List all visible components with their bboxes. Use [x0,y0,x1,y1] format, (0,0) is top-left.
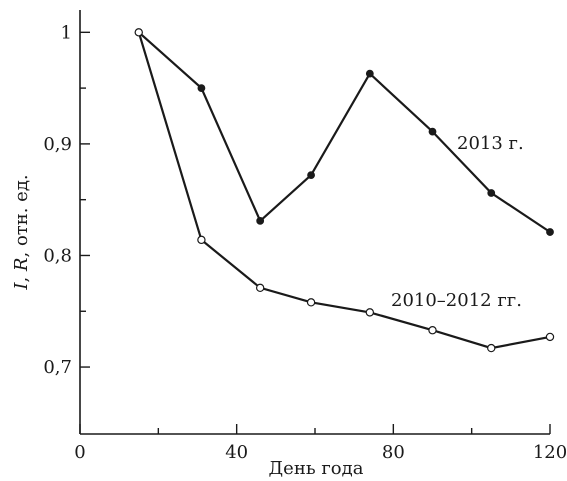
series-line [138,31,551,233]
axis-ticks: 0 40 80 120 0,7 0,8 0,9 1 [43,22,567,463]
y-axis-var-r: R [11,258,32,273]
open-point [255,283,265,293]
filled-point [365,69,374,78]
series-line [137,31,551,350]
series-layer [134,28,555,353]
y-axis-sep: , [11,271,32,282]
filled-point [487,189,496,197]
filled-point [197,84,206,93]
x-tick-label: 80 [382,442,405,463]
y-tick-label: 0,8 [43,245,72,266]
y-tick-label: 1 [61,22,72,43]
series-1 [134,28,555,353]
y-axis-var-i: I [11,282,32,291]
open-point [306,298,316,307]
series-label-2013: 2013 г. [457,133,524,154]
y-axis-unit: , отн. ед. [11,174,32,257]
series-label-2010-2012: 2010–2012 гг. [391,290,522,311]
filled-point [546,228,554,236]
y-axis-title: I, R, отн. ед. [11,174,32,290]
filled-point [428,127,437,136]
x-axis-title: День года [269,458,364,479]
x-tick-label: 120 [533,442,567,463]
x-tick-label: 0 [74,442,85,463]
filled-point [307,171,315,180]
open-point [197,235,206,245]
open-point [487,343,496,353]
y-tick-label: 0,7 [43,357,72,378]
open-point [545,332,555,342]
x-tick-label: 40 [225,442,248,463]
filled-point [256,216,265,225]
open-point [365,308,375,317]
open-point [134,28,143,37]
y-tick-label: 0,9 [43,134,72,155]
open-point [428,326,437,335]
